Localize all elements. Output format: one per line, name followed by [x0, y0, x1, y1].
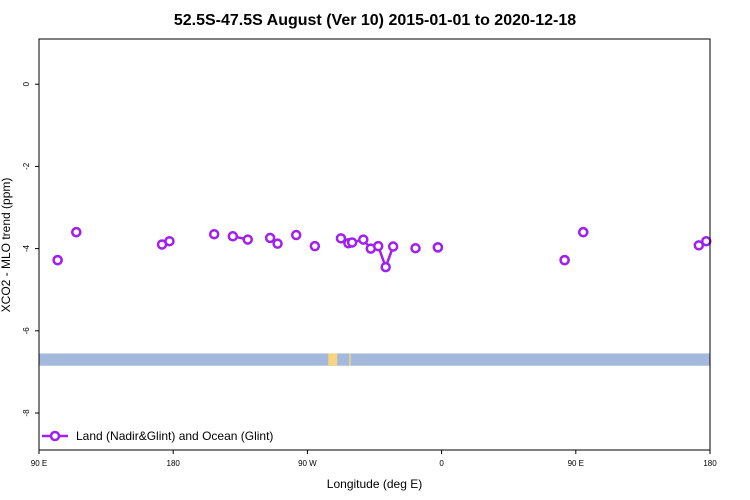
y-axis: 0 -2 -4 -6 -8 [22, 81, 39, 417]
data-point [71, 226, 82, 238]
data-point [335, 233, 347, 244]
x-tick-label: 90 E [31, 459, 47, 468]
legend-marker-swatch [49, 430, 61, 442]
plot-frame [38, 38, 711, 451]
data-point [701, 235, 712, 247]
data-point [272, 238, 283, 249]
y-tick-label: -6 [22, 327, 31, 335]
y-tick-label: 0 [22, 81, 31, 86]
data-point [358, 234, 369, 245]
y-tick-label: -2 [22, 162, 31, 170]
data-point [346, 237, 358, 248]
data-point [387, 241, 399, 252]
data-point [559, 254, 570, 266]
data-point [264, 232, 276, 244]
y-axis-label: XCO2 - MLO trend (ppm) [0, 178, 13, 313]
data-point [242, 234, 254, 245]
data-point [208, 228, 220, 240]
land-patch [349, 353, 351, 366]
data-point [578, 226, 589, 238]
data-point [290, 229, 302, 241]
x-tick-label: 180 [167, 459, 181, 468]
land-patch [328, 353, 338, 366]
data-point [52, 254, 63, 266]
x-tick-label: 90 E [568, 459, 584, 468]
data-point [164, 235, 175, 247]
chart-title: 52.5S-47.5S August (Ver 10) 2015-01-01 t… [174, 12, 576, 29]
data-point [693, 240, 705, 251]
data-point [380, 261, 391, 273]
data-point [227, 231, 239, 242]
data-point [309, 240, 321, 252]
legend-label: Land (Nadir&Glint) and Ocean (Glint) [76, 429, 273, 443]
data-point [372, 240, 384, 252]
map-band [39, 353, 710, 366]
data-point [432, 242, 444, 253]
y-tick-label: -4 [22, 245, 31, 253]
ocean-band [39, 353, 710, 366]
y-tick-label: -8 [22, 409, 31, 417]
x-axis-label: Longitude (deg E) [327, 477, 422, 491]
series-layer [52, 226, 712, 273]
legend: Land (Nadir&Glint) and Ocean (Glint) [42, 429, 273, 443]
x-tick-label: 180 [703, 459, 717, 468]
x-tick-label: 0 [439, 459, 444, 468]
data-point [410, 242, 421, 254]
x-axis: 90 E 180 90 W 0 90 E 180 [31, 450, 717, 468]
x-tick-label: 90 W [298, 459, 317, 468]
